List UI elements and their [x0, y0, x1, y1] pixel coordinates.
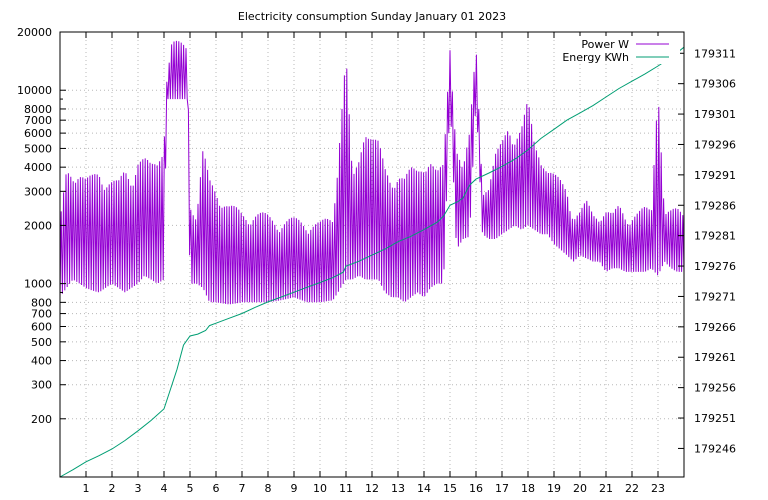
x-tick-label: 18 [521, 482, 535, 495]
y-left-tick-label: 5000 [24, 142, 52, 155]
y-left-tick-label: 200 [31, 413, 52, 426]
x-tick-label: 16 [469, 482, 483, 495]
y-right-tick-label: 179246 [694, 442, 736, 455]
y-left-tick-label: 10000 [17, 84, 52, 97]
x-tick-label: 12 [365, 482, 379, 495]
x-tick-label: 21 [599, 482, 613, 495]
y-right-tick-label: 179281 [694, 230, 736, 243]
legend-background [560, 36, 680, 64]
y-right-tick-label: 179266 [694, 321, 736, 334]
y-left-tick-label: 300 [31, 379, 52, 392]
y-left-tick-label: 3000 [24, 185, 52, 198]
y-right-tick-label: 179261 [694, 351, 736, 364]
energy-series-layer [59, 46, 685, 478]
y-right-tick-label: 179296 [694, 138, 736, 151]
y-right-tick-label: 179286 [694, 199, 736, 212]
y-left-tick-label: 700 [31, 308, 52, 321]
y-right-tick-label: 179271 [694, 290, 736, 303]
x-tick-label: 15 [443, 482, 457, 495]
x-tick-label: 22 [625, 482, 639, 495]
y-left-tick-label: 800 [31, 296, 52, 309]
x-tick-label: 3 [135, 482, 142, 495]
y-right-tick-label: 179301 [694, 108, 736, 121]
y-right-tick-label: 179306 [694, 78, 736, 91]
y-left-tick-label: 7000 [24, 114, 52, 127]
legend-label: Energy KWh [562, 51, 629, 64]
x-tick-label: 5 [187, 482, 194, 495]
y-left-tick-label: 4000 [24, 161, 52, 174]
x-tick-label: 2 [109, 482, 116, 495]
x-tick-label: 1 [83, 482, 90, 495]
y-right-tick-label: 179276 [694, 260, 736, 273]
y-right-tick-label: 179291 [694, 169, 736, 182]
x-tick-label: 23 [651, 482, 665, 495]
energy-series-line [59, 46, 685, 478]
x-tick-label: 20 [573, 482, 587, 495]
y-left-tick-label: 8000 [24, 103, 52, 116]
y-right-tick-label: 179311 [694, 47, 736, 60]
x-tick-label: 6 [213, 482, 220, 495]
x-tick-label: 19 [547, 482, 561, 495]
x-tick-label: 9 [291, 482, 298, 495]
y-left-tick-label: 20000 [17, 26, 52, 39]
y-left-tick-label: 6000 [24, 127, 52, 140]
power-series-line [59, 40, 685, 305]
x-tick-label: 14 [417, 482, 431, 495]
x-tick-label: 4 [161, 482, 168, 495]
chart-title: Electricity consumption Sunday January 0… [238, 10, 506, 23]
x-tick-label: 10 [313, 482, 327, 495]
axes: 1 2 3 4 5 6 7 8 9 10 11 12 13 14 15 16 17 18 19 20 21 22 23200… [17, 26, 736, 495]
y-left-tick-label: 400 [31, 355, 52, 368]
x-tick-label: 11 [339, 482, 353, 495]
y-left-tick-label: 2000 [24, 219, 52, 232]
y-right-tick-label: 179251 [694, 412, 736, 425]
x-tick-label: 13 [391, 482, 405, 495]
y-left-tick-label: 600 [31, 321, 52, 334]
y-left-tick-label: 1000 [24, 278, 52, 291]
power-series-layer [59, 40, 685, 305]
y-right-tick-label: 179256 [694, 382, 736, 395]
legend-label: Power W [581, 38, 629, 51]
x-tick-label: 7 [239, 482, 246, 495]
x-tick-label: 17 [495, 482, 509, 495]
x-tick-label: 8 [265, 482, 272, 495]
y-left-tick-label: 500 [31, 336, 52, 349]
